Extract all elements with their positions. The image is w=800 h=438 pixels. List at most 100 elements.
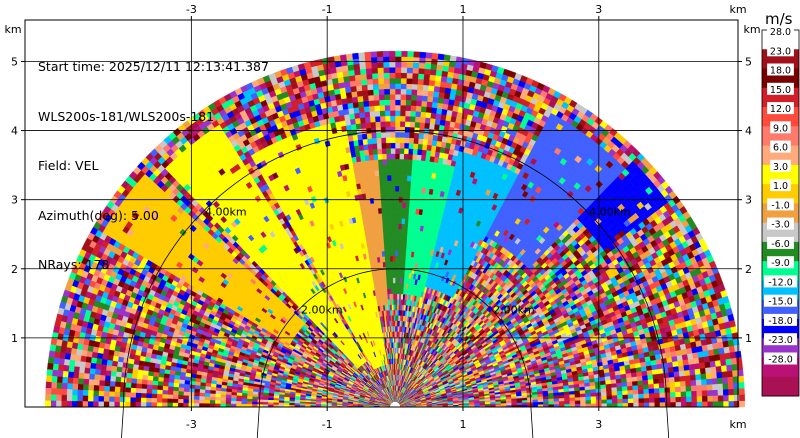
velocity-cell: [527, 401, 533, 405]
velocity-cell: [611, 390, 618, 396]
velocity-cell: [627, 389, 634, 395]
velocity-cell: [606, 391, 613, 396]
velocity-cell: [606, 402, 613, 408]
velocity-cell: [675, 391, 682, 398]
velocity-cell: [686, 401, 692, 408]
velocity-cell: [643, 388, 650, 394]
velocity-cell: [677, 359, 684, 367]
velocity-cell: [691, 395, 698, 402]
velocity-cell: [558, 397, 565, 402]
velocity-cell: [680, 385, 687, 392]
velocity-cell: [690, 379, 697, 386]
velocity-cell: [574, 390, 581, 395]
velocity-cell: [564, 400, 571, 405]
velocity-cell: [654, 397, 661, 403]
velocity-cell: [637, 388, 645, 395]
velocity-cell: [601, 402, 608, 408]
velocity-cell: [590, 392, 597, 397]
velocity-cell: [590, 399, 597, 404]
velocity-cell: [704, 361, 711, 369]
velocity-cell: [627, 385, 634, 391]
velocity-cell: [670, 396, 677, 403]
velocity-cell: [548, 401, 555, 405]
velocity-cell: [723, 400, 730, 408]
velocity-cell: [622, 402, 629, 408]
velocity-cell: [651, 368, 659, 375]
velocity-cell: [580, 396, 586, 401]
velocity-cell: [712, 400, 719, 408]
velocity-cell: [617, 402, 624, 408]
velocity-cell: [701, 389, 708, 397]
velocity-cell: [739, 400, 746, 408]
velocity-cell: [705, 366, 712, 374]
velocity-cell: [606, 398, 613, 404]
velocity-cell: [643, 397, 650, 403]
velocity-cell: [658, 382, 665, 389]
velocity-cell: [685, 385, 692, 392]
velocity-cell: [664, 382, 671, 388]
velocity-cell: [543, 401, 549, 405]
velocity-cell: [669, 381, 676, 388]
velocity-cell: [564, 397, 571, 402]
velocity-cell: [659, 401, 666, 408]
velocity-cell: [633, 402, 639, 408]
velocity-cell: [712, 389, 719, 396]
velocity-cell: [632, 393, 639, 399]
velocity-cell: [649, 402, 655, 408]
velocity-cell: [664, 391, 671, 398]
velocity-cell: [732, 369, 739, 377]
velocity-cell: [654, 401, 661, 408]
velocity-cell: [705, 372, 713, 380]
velocity-cell: [642, 379, 649, 385]
velocity-cell: [653, 382, 660, 389]
velocity-cell: [716, 377, 724, 385]
velocity-cell: [710, 371, 718, 379]
velocity-cell: [717, 394, 724, 402]
velocity-cell: [569, 393, 576, 398]
velocity-cell: [703, 355, 711, 363]
velocity-cell: [627, 393, 634, 399]
velocity-cell: [698, 356, 705, 364]
velocity-cell: [670, 401, 677, 408]
velocity-cell: [702, 401, 708, 408]
velocity-cell: [699, 361, 706, 369]
velocity-cell: [679, 380, 687, 387]
velocity-cell: [622, 390, 629, 395]
velocity-cell: [585, 392, 592, 397]
velocity-cell: [622, 398, 629, 404]
velocity-cell: [693, 362, 701, 370]
velocity-cell: [590, 403, 597, 408]
velocity-cell: [601, 399, 608, 404]
velocity-cell: [706, 383, 713, 391]
velocity-cell: [684, 374, 691, 382]
velocity-cell: [679, 375, 686, 382]
velocity-cell: [605, 387, 613, 393]
velocity-cell: [622, 394, 629, 400]
velocity-cell: [683, 364, 690, 371]
velocity-cell: [616, 390, 623, 396]
velocity-cell: [652, 373, 659, 380]
velocity-cell: [522, 401, 528, 405]
velocity-cell: [665, 401, 671, 408]
velocity-cell: [649, 397, 655, 403]
velocity-cell: [631, 380, 639, 386]
velocity-cell: [548, 398, 555, 402]
velocity-cell: [659, 392, 666, 398]
velocity-cell: [700, 378, 708, 386]
velocity-cell: [696, 401, 703, 408]
velocity-cell: [653, 378, 660, 384]
velocity-cell: [669, 386, 676, 393]
velocity-cell: [722, 376, 729, 384]
velocity-cell: [689, 374, 697, 381]
velocity-cell: [685, 390, 692, 397]
velocity-cell: [532, 401, 539, 405]
velocity-cell: [616, 386, 623, 392]
velocity-cell: [726, 364, 733, 372]
velocity-cell: [643, 393, 650, 399]
velocity-cell: [648, 392, 655, 399]
velocity-cell: [553, 400, 560, 405]
velocity-cell: [689, 368, 696, 376]
velocity-cell: [590, 395, 597, 401]
velocity-cell: [739, 394, 745, 402]
